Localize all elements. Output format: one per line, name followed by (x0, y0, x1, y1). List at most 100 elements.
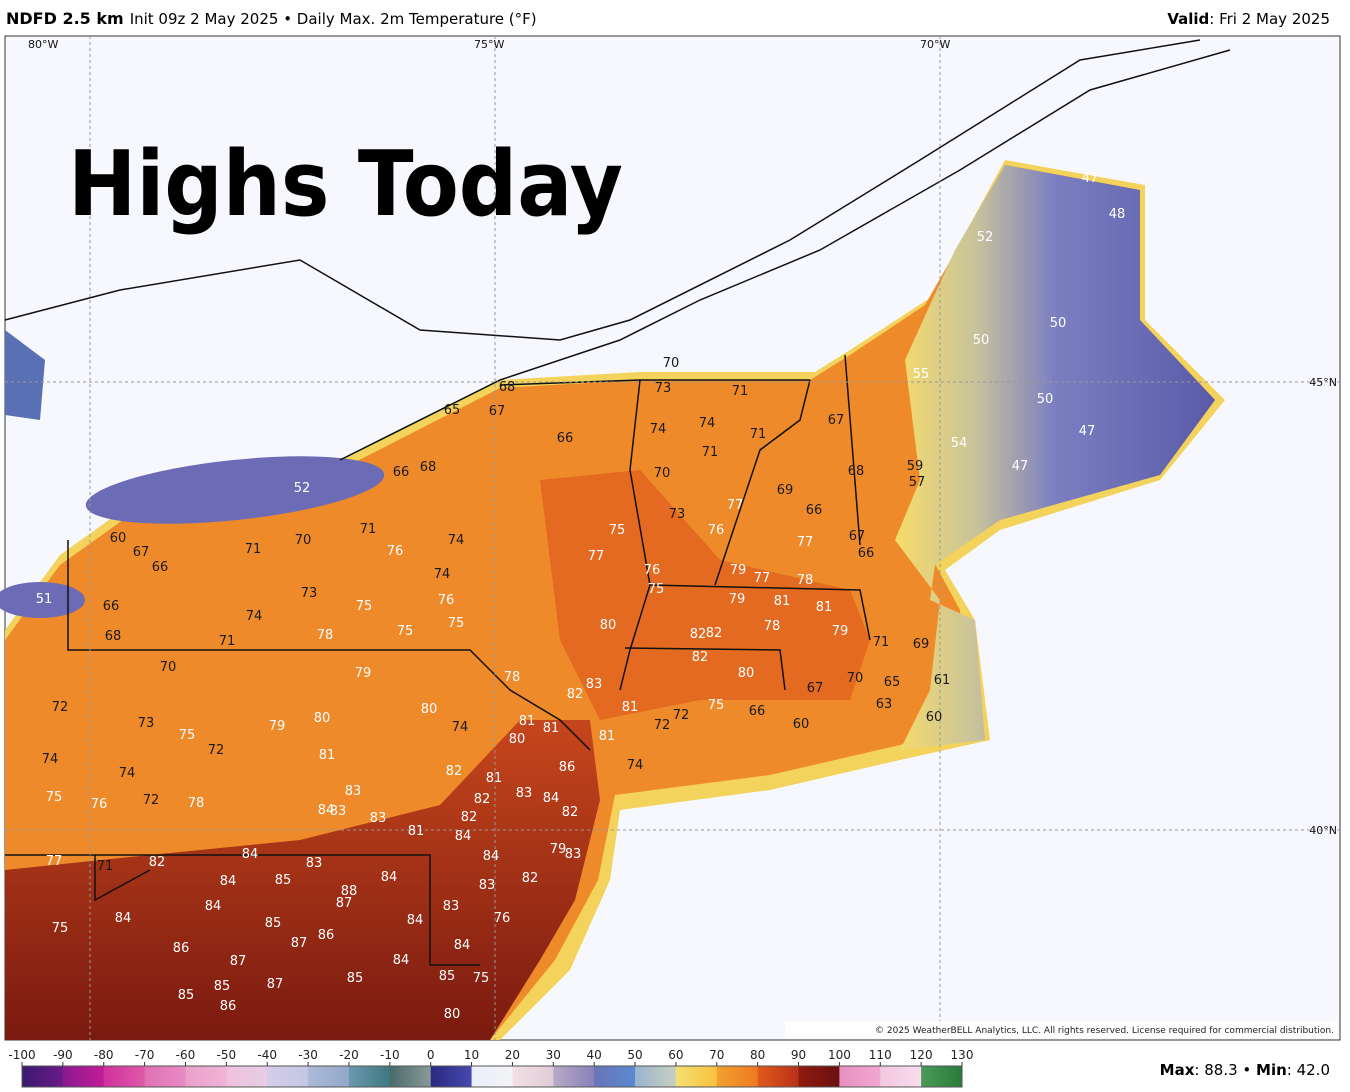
colorbar-segment (512, 1066, 554, 1087)
temperature-label: 60 (110, 531, 127, 546)
temperature-label: 75 (473, 971, 490, 986)
colorbar-segment (635, 1066, 677, 1087)
valid: Valid: Fri 2 May 2025 (1167, 10, 1330, 28)
colorbar-tick-label: 0 (427, 1048, 435, 1062)
temperature-label: 75 (356, 599, 373, 614)
temperature-label: 81 (622, 700, 639, 715)
temperature-label: 57 (909, 475, 926, 490)
warm-field (540, 470, 870, 720)
temperature-label: 84 (455, 829, 472, 844)
st-lawrence-south (339, 49, 1231, 461)
copyright: © 2025 WeatherBELL Analytics, LLC. All r… (875, 1026, 1334, 1036)
nh-me-border (844, 354, 861, 546)
temperature-label: 72 (52, 700, 69, 715)
temperature-label: 71 (732, 384, 749, 399)
temperature-label: 76 (494, 911, 511, 926)
wv-border (94, 855, 151, 902)
temperature-label: 75 (609, 523, 626, 538)
ct-border (624, 647, 786, 691)
colorbar-tick-label: 130 (951, 1048, 974, 1062)
temperature-label: 84 (318, 803, 335, 818)
ma-north-border (649, 584, 871, 641)
temperature-label: 75 (179, 728, 196, 743)
colorbar-outline (21, 1065, 963, 1088)
temperature-label: 83 (345, 784, 362, 799)
temperature-label: 83 (370, 811, 387, 826)
temperature-label: 71 (219, 634, 236, 649)
colorbar-tick-label: -60 (176, 1048, 196, 1062)
temperature-label: 82 (706, 626, 723, 641)
temperature-label: 81 (486, 771, 503, 786)
temperature-label: 85 (265, 916, 282, 931)
temperature-label: 69 (777, 483, 794, 498)
temperature-label: 77 (46, 854, 63, 869)
colorbar-tick-label: -80 (94, 1048, 114, 1062)
temperature-label: 86 (220, 999, 237, 1014)
min-text: : 42.0 (1287, 1061, 1330, 1079)
temperature-label: 50 (973, 333, 990, 348)
temperature-label: 82 (562, 805, 579, 820)
temperature-label: 77 (727, 498, 744, 513)
temperature-label: 84 (220, 874, 237, 889)
lake-huron (5, 330, 45, 420)
colorbar-tick-label: 100 (828, 1048, 851, 1062)
temperature-label: 68 (420, 460, 437, 475)
temperature-label: 87 (336, 896, 353, 911)
temperature-label: 72 (143, 793, 160, 808)
temperature-label: 72 (208, 743, 225, 758)
colorbar-tick-label: -100 (8, 1048, 35, 1062)
colorbar-segment (921, 1066, 963, 1087)
lake-ontario (85, 456, 385, 524)
colorbar-segment (553, 1066, 595, 1087)
temperature-label: 81 (319, 748, 336, 763)
temperature-label: 88 (341, 884, 358, 899)
temperature-label: 72 (654, 718, 671, 733)
temperature-label: 71 (873, 635, 890, 650)
temperature-label: 65 (884, 675, 901, 690)
colorbar-tick-label: 30 (546, 1048, 561, 1062)
colorbar-segment (389, 1066, 432, 1087)
temperature-label: 68 (848, 464, 865, 479)
colorbar-tick-label: 120 (910, 1048, 933, 1062)
temperature-label: 85 (347, 971, 364, 986)
temperature-label: 82 (474, 792, 491, 807)
temperature-label: 59 (907, 459, 924, 474)
temperature-label: 71 (245, 542, 262, 557)
temperature-label: 74 (627, 758, 644, 773)
temperature-label: 70 (663, 356, 680, 371)
valid-date: : Fri 2 May 2025 (1209, 10, 1330, 28)
temperature-label: 87 (267, 977, 284, 992)
lon-label: 75°W (474, 38, 504, 51)
temperature-label: 77 (754, 571, 771, 586)
temperature-label: 85 (439, 969, 456, 984)
temperature-label: 74 (699, 416, 716, 431)
temperature-label: 80 (421, 702, 438, 717)
temperature-label: 51 (36, 592, 53, 607)
temperature-label: 66 (557, 431, 574, 446)
temperature-label: 78 (317, 628, 334, 643)
temperature-label: 74 (650, 422, 667, 437)
temperature-label: 75 (52, 921, 69, 936)
colorbar-segment (716, 1066, 759, 1087)
temperature-label: 81 (774, 594, 791, 609)
temperature-label: 87 (230, 954, 247, 969)
temperature-label: 82 (567, 687, 584, 702)
temperature-label: 84 (115, 911, 132, 926)
temperature-label: 79 (269, 719, 286, 734)
temperature-label: 83 (306, 856, 323, 871)
colorbar-segment (103, 1066, 146, 1087)
temperature-label: 80 (509, 732, 526, 747)
colorbar-segment (144, 1066, 186, 1087)
lat-label: 45°N (1309, 376, 1337, 389)
temperature-label: 70 (160, 660, 177, 675)
temperature-label: 83 (479, 878, 496, 893)
colorbar-tick-label: -30 (298, 1048, 318, 1062)
temperature-label: 82 (690, 627, 707, 642)
hot-field (5, 720, 600, 1040)
temperature-label: 81 (519, 714, 536, 729)
temperature-label: 70 (654, 466, 671, 481)
colorbar-tick-label: 50 (627, 1048, 642, 1062)
overlay-title: Highs Today (68, 132, 623, 237)
colorbar-tick-label: 70 (709, 1048, 724, 1062)
